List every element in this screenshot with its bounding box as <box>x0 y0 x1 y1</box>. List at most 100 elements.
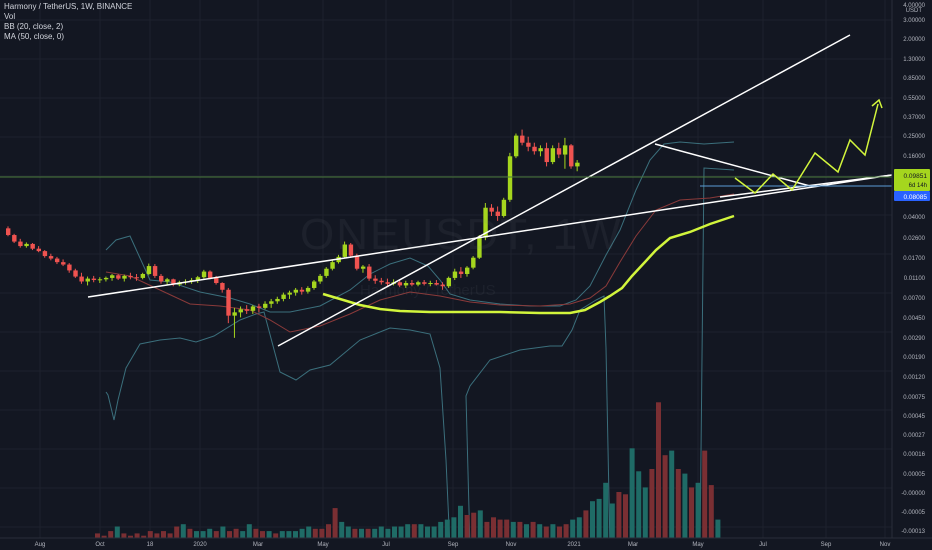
candle-body <box>42 251 48 257</box>
volume-bar <box>451 517 457 538</box>
volume-bar <box>689 487 694 538</box>
candle-body <box>477 237 482 258</box>
volume-bar <box>200 531 206 538</box>
candle-body <box>269 301 274 304</box>
volume-bar <box>306 526 312 538</box>
time-tick-label: Nov <box>880 542 891 548</box>
bar-countdown: 6d 14h <box>909 183 927 189</box>
volume-bar <box>510 521 516 538</box>
volume-bar <box>312 528 318 538</box>
volume-bar <box>365 528 371 538</box>
candle-body <box>318 275 323 282</box>
candle-body <box>256 306 262 308</box>
indicator-vol[interactable]: Vol <box>4 12 16 21</box>
line-price-value: 0.08085 <box>904 194 928 201</box>
candle-body <box>354 255 360 269</box>
volume-bar <box>266 531 272 538</box>
volume-bar <box>372 528 378 538</box>
volume-bar <box>695 482 701 538</box>
candle-body <box>238 309 243 313</box>
price-tick-label: 1.30000 <box>903 57 925 63</box>
candle-body <box>201 271 207 278</box>
volume-bar <box>378 526 384 538</box>
time-tick-label: Jul <box>759 542 767 548</box>
bb-upper-band <box>105 141 735 313</box>
volume-bar <box>431 526 437 538</box>
volume-bar <box>154 533 160 538</box>
candle-body <box>483 207 488 238</box>
candle-body <box>110 275 115 278</box>
time-tick-label: May <box>317 542 328 548</box>
trendline-lower-support <box>87 174 893 298</box>
candle-body <box>214 277 219 284</box>
candle-body <box>373 278 378 281</box>
volume-bar <box>233 528 239 538</box>
volume-bar <box>253 528 259 538</box>
volume-bar <box>682 473 688 538</box>
candle-body <box>24 243 29 247</box>
volume-bar <box>471 512 477 538</box>
volume-bar <box>220 526 226 538</box>
volume-bar <box>167 533 173 538</box>
candle-body <box>440 284 445 287</box>
symbol-title[interactable]: Harmony / TetherUS, 1W, BINANCE <box>4 2 133 11</box>
volume-bar <box>616 492 622 538</box>
candle-body <box>159 275 164 282</box>
volume-bar <box>557 526 562 538</box>
price-tick-label: -0.00013 <box>901 529 925 535</box>
chart-legend: Harmony / TetherUS, 1W, BINANCE Vol BB (… <box>4 2 132 42</box>
price-tick-label: 4.00000 <box>903 3 925 9</box>
volume-bar <box>411 524 417 538</box>
volume-bar <box>583 510 589 538</box>
time-tick-label: 18 <box>147 542 154 548</box>
volume-bar <box>649 469 655 538</box>
candle-body <box>12 235 17 242</box>
volume-bar <box>517 521 523 538</box>
price-tick-label: 0.85000 <box>903 76 925 82</box>
ma-50-line <box>322 214 735 315</box>
candle-body <box>452 271 458 278</box>
volume-bar <box>385 528 391 538</box>
volume-bar <box>352 528 358 538</box>
volume-bar <box>392 526 397 538</box>
candle-body <box>342 244 347 257</box>
price-tick-label: 0.00016 <box>903 452 925 458</box>
time-tick-label: Nov <box>506 542 517 548</box>
price-tick-label: 0.16000 <box>903 154 925 160</box>
candle-body <box>575 162 580 167</box>
candle-body <box>526 142 531 147</box>
candle-body <box>348 244 354 256</box>
candle-body <box>232 312 237 316</box>
candle-body <box>556 148 562 155</box>
volume-bar <box>603 482 609 538</box>
price-tick-label: 0.37000 <box>903 115 925 121</box>
candle-body <box>367 266 372 279</box>
candle-body <box>195 277 201 281</box>
candle-body <box>513 135 519 157</box>
volume-bar <box>240 531 246 538</box>
symbol-watermark: ONEUSDT, 1W <box>300 210 623 259</box>
candle-body <box>569 145 574 167</box>
volume-bar <box>174 526 180 538</box>
trendline-drawings[interactable] <box>0 34 893 347</box>
candle-body <box>220 283 225 290</box>
candle-body <box>140 273 146 278</box>
volume-bar <box>504 519 510 538</box>
candle-body <box>116 275 121 279</box>
candle-body <box>281 294 286 299</box>
candle-body <box>30 243 35 249</box>
time-tick-label: 2020 <box>193 542 207 548</box>
volume-bar <box>543 526 549 538</box>
volume-bar <box>207 528 213 538</box>
volume-bar <box>293 531 298 538</box>
candle-body <box>305 287 311 292</box>
candle-body <box>287 292 292 295</box>
indicator-ma[interactable]: MA (50, close, 0) <box>4 32 65 41</box>
price-axis-bg <box>892 0 932 550</box>
time-tick-label: Mar <box>628 542 638 548</box>
indicator-bb[interactable]: BB (20, close, 2) <box>4 22 64 31</box>
candle-body <box>91 278 97 281</box>
